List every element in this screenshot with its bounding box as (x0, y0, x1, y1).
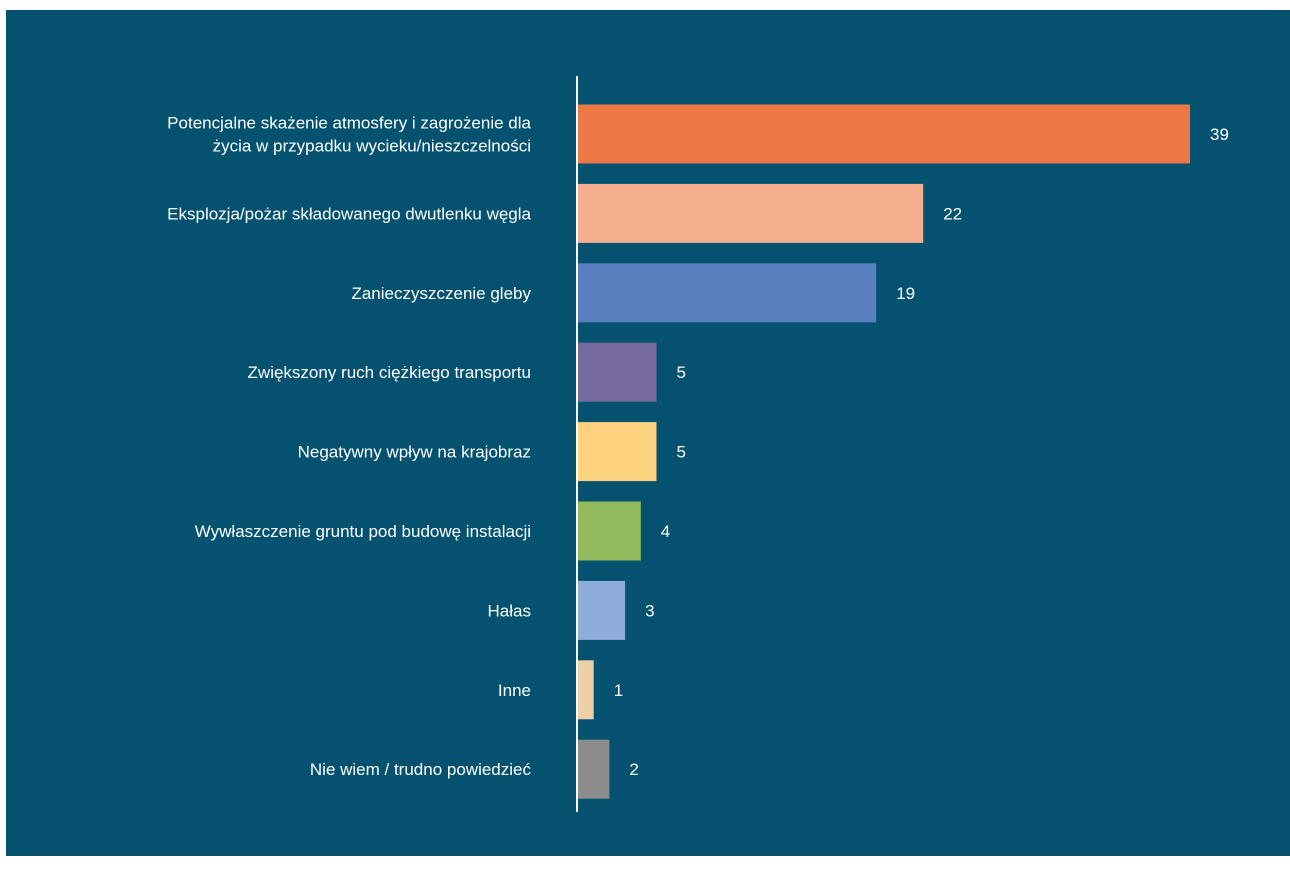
data-label: 4 (661, 522, 670, 541)
data-label: 5 (677, 443, 686, 462)
data-label: 19 (896, 284, 915, 303)
category-label: Inne (498, 681, 531, 700)
bar (578, 183, 924, 243)
category-label-line: życia w przypadku wycieku/nieszczelności (213, 137, 531, 156)
bar (578, 263, 877, 323)
category-label-line: Zanieczyszczenie gleby (351, 284, 531, 303)
data-label: 2 (629, 760, 638, 779)
category-label: Nie wiem / trudno powiedzieć (310, 760, 532, 779)
category-label: Zwiększony ruch ciężkiego transportu (248, 363, 531, 382)
category-label-line: Eksplozja/pożar składowanego dwutlenku w… (167, 204, 531, 223)
data-label: 39 (1210, 125, 1229, 144)
category-label-line: Inne (498, 681, 531, 700)
bar (578, 422, 657, 482)
category-label: Hałas (488, 601, 531, 620)
category-label: Potencjalne skażenie atmosfery i zagroże… (167, 114, 531, 156)
category-labels: Potencjalne skażenie atmosfery i zagroże… (167, 114, 531, 780)
bar (578, 342, 657, 402)
category-label: Zanieczyszczenie gleby (351, 284, 531, 303)
bar (578, 739, 610, 799)
bar (578, 104, 1190, 164)
bar (578, 580, 626, 640)
category-label-line: Zwiększony ruch ciężkiego transportu (248, 363, 531, 382)
category-label: Wywłaszczenie gruntu pod budowę instalac… (195, 522, 531, 541)
value-labels: 39 22 19 5 5 4 3 1 2 (614, 125, 1229, 779)
category-label-line: Nie wiem / trudno powiedzieć (310, 760, 532, 779)
data-label: 3 (645, 601, 654, 620)
data-label: 1 (614, 681, 623, 700)
category-label-line: Hałas (488, 601, 531, 620)
category-label: Negatywny wpływ na krajobraz (298, 443, 531, 462)
data-label: 22 (943, 204, 962, 223)
category-label: Eksplozja/pożar składowanego dwutlenku w… (167, 204, 531, 223)
bar (578, 660, 594, 720)
bars-layer (578, 104, 1190, 799)
category-label-line: Wywłaszczenie gruntu pod budowę instalac… (195, 522, 531, 541)
category-label-line: Potencjalne skażenie atmosfery i zagroże… (167, 114, 531, 133)
data-label: 5 (677, 363, 686, 382)
category-label-line: Negatywny wpływ na krajobraz (298, 443, 531, 462)
bar (578, 501, 641, 561)
